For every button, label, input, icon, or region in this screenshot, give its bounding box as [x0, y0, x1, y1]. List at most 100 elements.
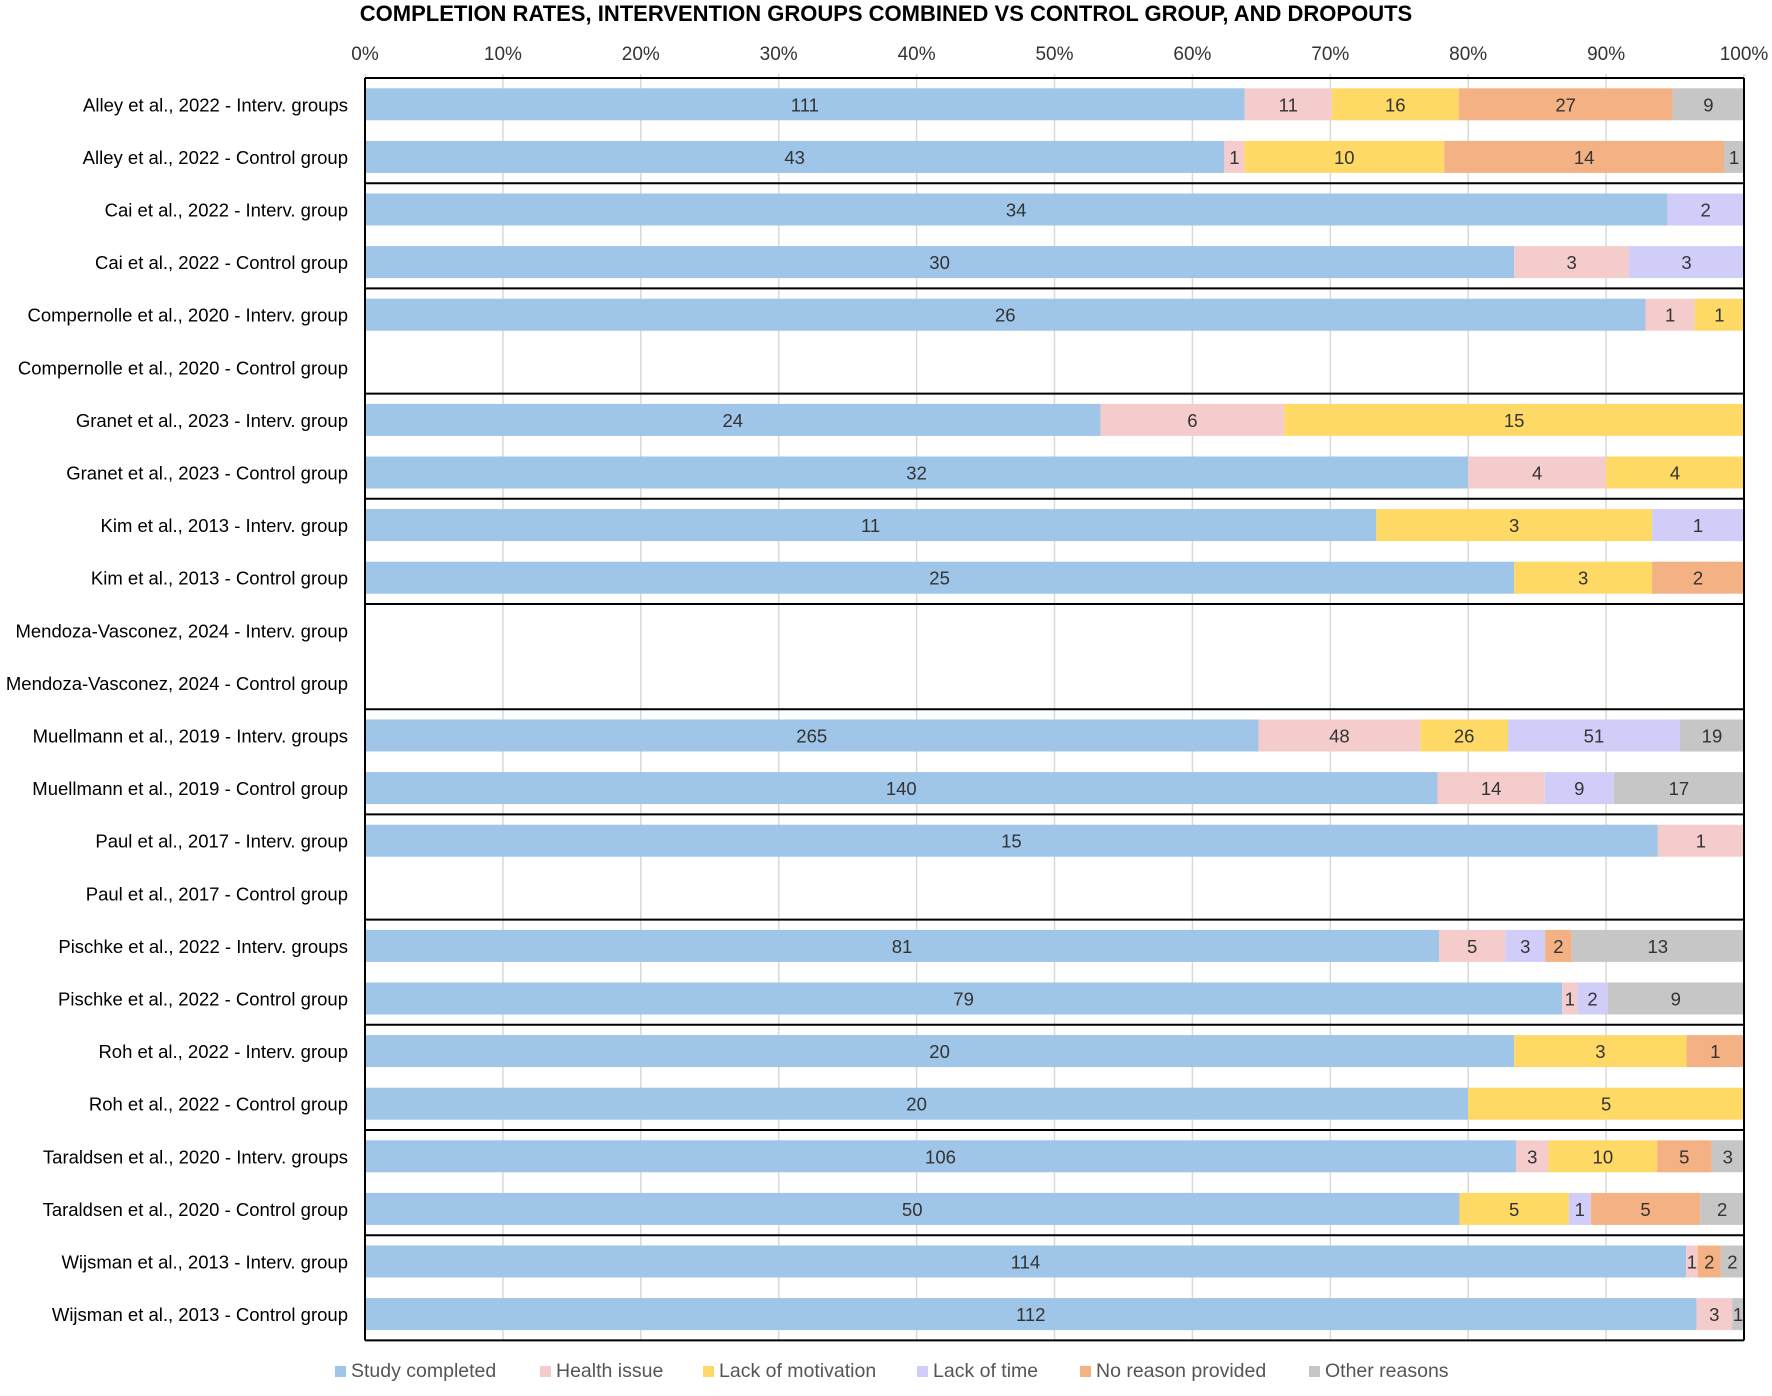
category-label: Taraldsen et al., 2020 - Interv. groups [43, 1146, 348, 1167]
bar-segment [1652, 509, 1744, 542]
data-label: 6 [1187, 410, 1197, 431]
data-label: 106 [925, 1146, 956, 1167]
data-label: 26 [1454, 726, 1475, 747]
bar-segment [365, 1035, 1515, 1068]
category-label: Cai et al., 2022 - Control group [95, 252, 348, 273]
legend-label: Health issue [556, 1360, 663, 1382]
data-label: 25 [929, 568, 950, 589]
data-label: 111 [791, 94, 819, 115]
bar-segment [1645, 298, 1695, 331]
data-label: 4 [1670, 463, 1680, 484]
bar-segment [1694, 298, 1744, 331]
data-label: 4 [1532, 463, 1542, 484]
data-label: 265 [796, 726, 827, 747]
bar-segment [1679, 719, 1744, 752]
category-label: Mendoza-Vasconez, 2024 - Interv. group [15, 620, 348, 641]
bar-segment [365, 193, 1668, 226]
data-label: 11 [1279, 94, 1298, 115]
data-label: 17 [1669, 778, 1690, 799]
data-label: 43 [784, 147, 805, 168]
bar-segment [1244, 88, 1332, 121]
legend-label: No reason provided [1096, 1360, 1266, 1382]
data-label: 14 [1574, 147, 1595, 168]
bar-segment [1711, 1140, 1744, 1173]
data-label: 112 [1016, 1304, 1046, 1325]
data-label: 1 [1229, 147, 1239, 168]
data-label: 15 [1001, 831, 1022, 852]
bar-segment [365, 824, 1658, 857]
category-label: Kim et al., 2013 - Control group [91, 568, 348, 589]
category-label: Pischke et al., 2022 - Control group [58, 989, 348, 1010]
bar-segment [1458, 88, 1673, 121]
data-label: 20 [906, 1094, 927, 1115]
data-label: 9 [1671, 989, 1681, 1010]
bar-segment [1657, 824, 1744, 857]
data-label: 2 [1553, 936, 1563, 957]
data-label: 1 [1714, 305, 1724, 326]
bar-segment [1514, 1035, 1687, 1068]
category-label: Paul et al., 2017 - Control group [86, 883, 348, 904]
bar-segment [1548, 1140, 1658, 1173]
bar-segment [365, 929, 1440, 962]
category-label: Roh et al., 2022 - Interv. group [98, 1041, 348, 1062]
data-label: 14 [1481, 778, 1502, 799]
bar-segment [1376, 509, 1653, 542]
bar-segment [1577, 982, 1608, 1015]
bar-segment [1606, 456, 1744, 489]
bar-segment [1100, 403, 1285, 436]
category-label: Wijsman et al., 2013 - Control group [52, 1304, 348, 1325]
bar-segment [1545, 929, 1572, 962]
data-label: 1 [1710, 1041, 1720, 1062]
bar-segment [1468, 1087, 1744, 1120]
data-label: 32 [906, 463, 927, 484]
category-label: Alley et al., 2022 - Control group [83, 147, 348, 168]
legend: Study completed Health issue Lack of motiv… [335, 1360, 1449, 1382]
bar-segment [1514, 561, 1653, 594]
bar-segment [1515, 1140, 1549, 1173]
category-label: Taraldsen et al., 2020 - Control group [43, 1199, 348, 1220]
bar-segment [365, 561, 1515, 594]
category-label: Alley et al., 2022 - Interv. groups [83, 94, 348, 115]
data-label: 1 [1575, 1199, 1585, 1220]
bar-segment [1258, 719, 1421, 752]
bar-segment [365, 1192, 1460, 1225]
bar-segment [1468, 456, 1607, 489]
category-label: Granet et al., 2023 - Control group [66, 463, 348, 484]
data-label: 1 [1665, 305, 1675, 326]
bar-segment [365, 88, 1245, 121]
bar-segment [1720, 1245, 1744, 1278]
bar-segment [1590, 1192, 1701, 1225]
bar-segment [1667, 193, 1744, 226]
data-label: 3 [1578, 568, 1588, 589]
bar-segment [1562, 982, 1578, 1015]
x-tick-label: 0% [351, 44, 379, 65]
data-label: 2 [1717, 1199, 1727, 1220]
bar-segment [1724, 140, 1744, 173]
bar-segment [365, 298, 1646, 331]
study-separators [364, 77, 1745, 1342]
bar-segment [365, 403, 1101, 436]
bar-segment [1507, 719, 1680, 752]
data-label: 2 [1701, 200, 1711, 221]
bar-segment [365, 772, 1438, 805]
bar-segment [365, 140, 1225, 173]
category-label: Roh et al., 2022 - Control group [89, 1094, 348, 1115]
bar-segment [1571, 929, 1744, 962]
data-label: 3 [1723, 1146, 1733, 1167]
data-label: 11 [861, 515, 880, 536]
data-label: 3 [1509, 515, 1519, 536]
bar-segment [365, 1140, 1516, 1173]
bar-segment [1514, 246, 1630, 279]
data-label: 10 [1593, 1146, 1614, 1167]
data-label: 3 [1566, 252, 1576, 273]
data-label: 5 [1509, 1199, 1519, 1220]
category-label: Paul et al., 2017 - Interv. group [95, 831, 348, 852]
bar-segment [1437, 772, 1545, 805]
x-tick-label: 80% [1449, 44, 1487, 65]
category-label: Compernolle et al., 2020 - Interv. group [28, 305, 349, 326]
data-label: 20 [929, 1041, 950, 1062]
data-label: 2 [1587, 989, 1597, 1010]
bar-segment [1686, 1035, 1744, 1068]
legend-label: Other reasons [1325, 1360, 1449, 1382]
